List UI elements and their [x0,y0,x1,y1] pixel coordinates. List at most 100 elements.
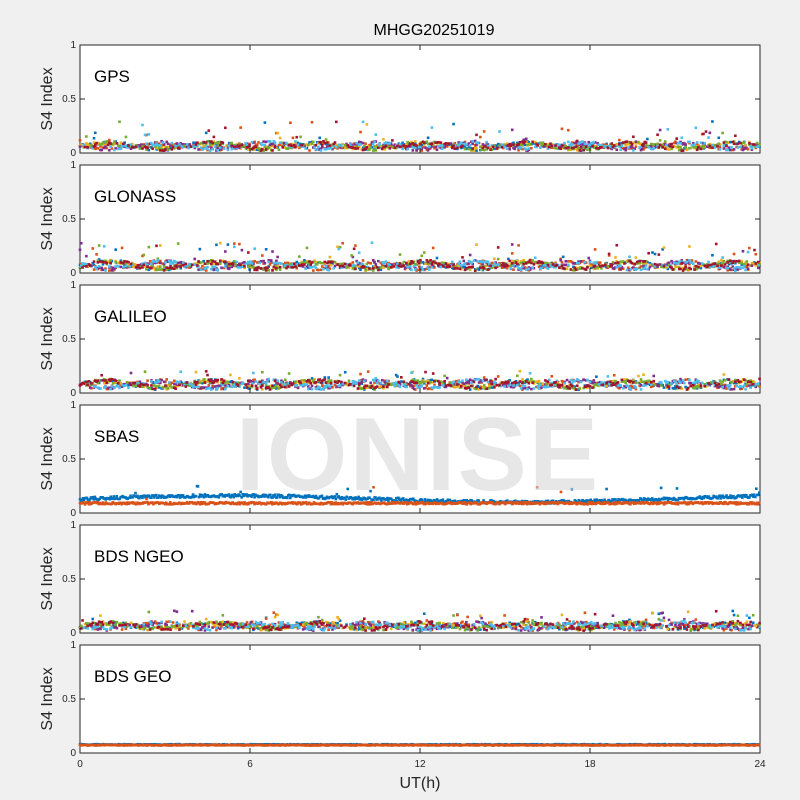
data-point [262,149,265,152]
data-point [356,261,360,264]
data-point [397,384,401,387]
data-point [555,379,559,383]
data-point [105,146,109,150]
data-point [365,262,369,266]
data-point [561,255,565,259]
data-point [247,251,250,254]
data-point [359,372,362,376]
data-point [476,141,480,145]
data-point [619,384,622,387]
data-point [240,143,244,147]
data-point [247,145,250,149]
data-point [521,381,524,385]
data-point [329,263,333,267]
data-point [582,148,585,152]
data-point [551,263,555,266]
data-point [457,264,460,268]
data-point [231,262,235,265]
data-point [625,140,629,143]
data-point [709,381,713,384]
data-point [407,144,411,148]
data-point [212,135,216,139]
data-point [666,128,670,131]
data-point [164,261,167,264]
data-point [104,259,107,263]
data-point [720,264,723,267]
data-point [640,144,644,147]
data-point [536,144,540,147]
data-point [255,261,259,264]
data-point [714,383,718,387]
data-point [280,262,283,265]
data-point [516,264,519,268]
data-point [559,257,562,261]
data-point [267,269,270,272]
data-point [287,372,291,375]
data-point [357,145,361,149]
data-point [587,145,591,149]
data-point [231,147,235,150]
data-point [254,380,258,383]
data-point [86,146,89,149]
data-point [392,265,395,268]
data-point [296,143,300,147]
data-point [96,379,100,383]
data-point [672,261,676,265]
y-axis-label: S4 Index [39,187,56,250]
data-point [178,147,181,150]
data-point [283,261,287,265]
data-point [157,146,161,150]
data-point [522,267,525,270]
data-point [600,381,603,384]
data-point [119,265,123,269]
data-point [334,120,338,124]
data-point [546,380,550,384]
data-point [740,263,744,266]
data-point [383,145,387,149]
data-point [94,143,97,146]
data-point [193,380,197,384]
data-point [384,381,388,385]
data-point [408,142,412,146]
data-point [472,259,476,262]
data-point [216,378,219,382]
data-point [700,262,704,265]
data-point [691,381,695,385]
data-point [475,267,478,271]
data-point [261,379,264,383]
data-point [199,495,203,498]
data-point [445,145,449,148]
data-point [572,146,575,150]
data-point [327,379,330,382]
data-point [577,260,580,263]
data-point [546,385,550,389]
data-point [587,256,591,260]
data-point [294,141,297,145]
data-point [412,264,416,268]
data-point [240,496,243,499]
data-point [546,262,550,265]
data-point [150,141,153,145]
data-point [708,144,712,148]
data-point [657,253,661,256]
data-point [694,126,698,130]
data-point [102,245,106,248]
data-point [629,268,633,271]
data-point [726,148,729,152]
data-point [370,241,374,245]
data-point [422,143,426,147]
data-point [226,148,230,152]
data-point [588,143,592,147]
data-point [489,264,492,268]
data-point [98,497,102,501]
data-point [128,265,132,268]
data-point [490,386,494,389]
data-point [138,385,142,388]
data-point [503,265,506,268]
data-point [201,148,204,151]
data-point [304,267,307,270]
data-point [173,379,176,383]
data-point [310,142,314,145]
data-point [542,145,546,148]
